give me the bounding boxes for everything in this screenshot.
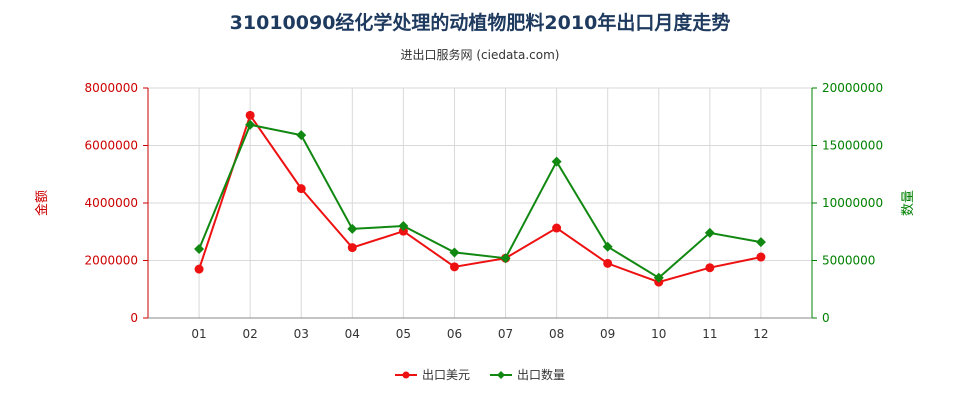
data-point bbox=[194, 244, 205, 254]
y-right-tick-label: 20000000 bbox=[822, 81, 883, 95]
y-left-tick-label: 2000000 bbox=[85, 254, 138, 268]
x-tick-label: 09 bbox=[600, 327, 615, 341]
data-point bbox=[449, 262, 459, 272]
data-point bbox=[296, 130, 307, 141]
chart-subtitle: 进出口服务网 (ciedata.com) bbox=[400, 48, 560, 62]
data-point bbox=[245, 119, 256, 130]
data-point bbox=[347, 223, 358, 234]
y-left-tick-label: 0 bbox=[130, 311, 138, 325]
y-left-tick-label: 6000000 bbox=[85, 139, 138, 153]
series-layer bbox=[194, 110, 766, 287]
data-point bbox=[398, 221, 409, 231]
data-point bbox=[552, 223, 562, 233]
data-point bbox=[755, 237, 766, 248]
legend-marker bbox=[402, 371, 410, 379]
legend-label: 出口美元 bbox=[422, 368, 470, 382]
x-tick-label: 01 bbox=[191, 327, 206, 341]
data-point bbox=[653, 272, 664, 283]
legend: 出口美元 出口数量 bbox=[395, 367, 565, 382]
legend-marker bbox=[497, 371, 505, 379]
data-point bbox=[449, 247, 460, 258]
data-point bbox=[245, 110, 255, 120]
data-point bbox=[602, 241, 613, 252]
series-line bbox=[198, 123, 762, 280]
y-right-tick-label: 0 bbox=[822, 311, 830, 325]
data-point bbox=[398, 226, 408, 236]
data-point bbox=[603, 258, 613, 268]
x-tick-label: 02 bbox=[243, 327, 258, 341]
data-point bbox=[756, 252, 766, 262]
y-left-axis-title: 金额 bbox=[34, 190, 50, 216]
x-tick-label: 08 bbox=[549, 327, 564, 341]
data-point bbox=[194, 264, 204, 274]
x-tick-label: 04 bbox=[345, 327, 360, 341]
data-point bbox=[704, 227, 715, 238]
y-right-tick-label: 15000000 bbox=[822, 139, 883, 153]
y-left-tick-label: 4000000 bbox=[85, 196, 138, 210]
legend-label: 出口数量 bbox=[517, 367, 565, 382]
x-tick-label: 11 bbox=[702, 327, 717, 341]
x-tick-label: 12 bbox=[753, 327, 768, 341]
chart-title: 31010090经化学处理的动植物肥料2010年出口月度走势 bbox=[229, 12, 731, 34]
data-point bbox=[500, 253, 511, 264]
data-point bbox=[551, 156, 562, 167]
y-left-tick-label: 8000000 bbox=[85, 81, 138, 95]
y-right-axis-title: 数量 bbox=[901, 190, 916, 216]
x-tick-label: 05 bbox=[396, 327, 411, 341]
x-tick-label: 10 bbox=[651, 327, 666, 341]
y-right-tick-label: 10000000 bbox=[822, 196, 883, 210]
grid-layer bbox=[147, 87, 813, 319]
data-point bbox=[347, 243, 357, 253]
data-point bbox=[705, 263, 715, 273]
x-tick-label: 06 bbox=[447, 327, 462, 341]
x-tick-label: 03 bbox=[294, 327, 309, 341]
x-tick-label: 07 bbox=[498, 327, 513, 341]
series-line bbox=[198, 113, 762, 284]
data-point bbox=[296, 184, 306, 194]
axis-layer: 0200000040000006000000800000005000000100… bbox=[34, 81, 916, 341]
y-right-tick-label: 5000000 bbox=[822, 254, 875, 268]
